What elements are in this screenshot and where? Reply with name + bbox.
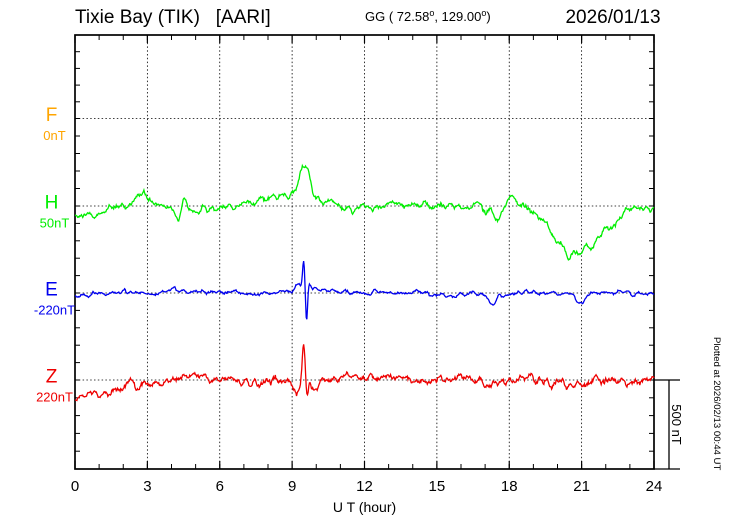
- svg-text:Tixie Bay (TIK) [AARI]: Tixie Bay (TIK) [AARI]: [75, 7, 271, 28]
- svg-text:50nT: 50nT: [40, 216, 70, 231]
- svg-text:21: 21: [573, 478, 590, 495]
- svg-text:2026/01/13: 2026/01/13: [565, 7, 660, 28]
- svg-text:9: 9: [288, 478, 296, 495]
- svg-text:U T (hour): U T (hour): [333, 499, 396, 515]
- svg-text:500 nT: 500 nT: [669, 404, 684, 445]
- svg-text:H: H: [45, 193, 59, 214]
- svg-text:Plotted at 2026/02/13 00:44 UT: Plotted at 2026/02/13 00:44 UT: [711, 337, 722, 470]
- svg-text:GG ( 72.58o, 129.00o): GG ( 72.58o, 129.00o): [365, 8, 491, 24]
- svg-text:E: E: [45, 280, 58, 301]
- svg-text:0: 0: [71, 478, 79, 495]
- svg-text:-220nT: -220nT: [34, 303, 75, 318]
- svg-text:18: 18: [501, 478, 518, 495]
- svg-text:220nT: 220nT: [36, 390, 73, 405]
- svg-text:12: 12: [356, 478, 373, 495]
- svg-text:15: 15: [429, 478, 446, 495]
- svg-text:6: 6: [216, 478, 224, 495]
- svg-text:F: F: [46, 105, 58, 126]
- svg-text:0nT: 0nT: [43, 128, 65, 143]
- svg-text:3: 3: [143, 478, 151, 495]
- svg-text:Z: Z: [46, 367, 58, 388]
- svg-text:24: 24: [646, 478, 663, 495]
